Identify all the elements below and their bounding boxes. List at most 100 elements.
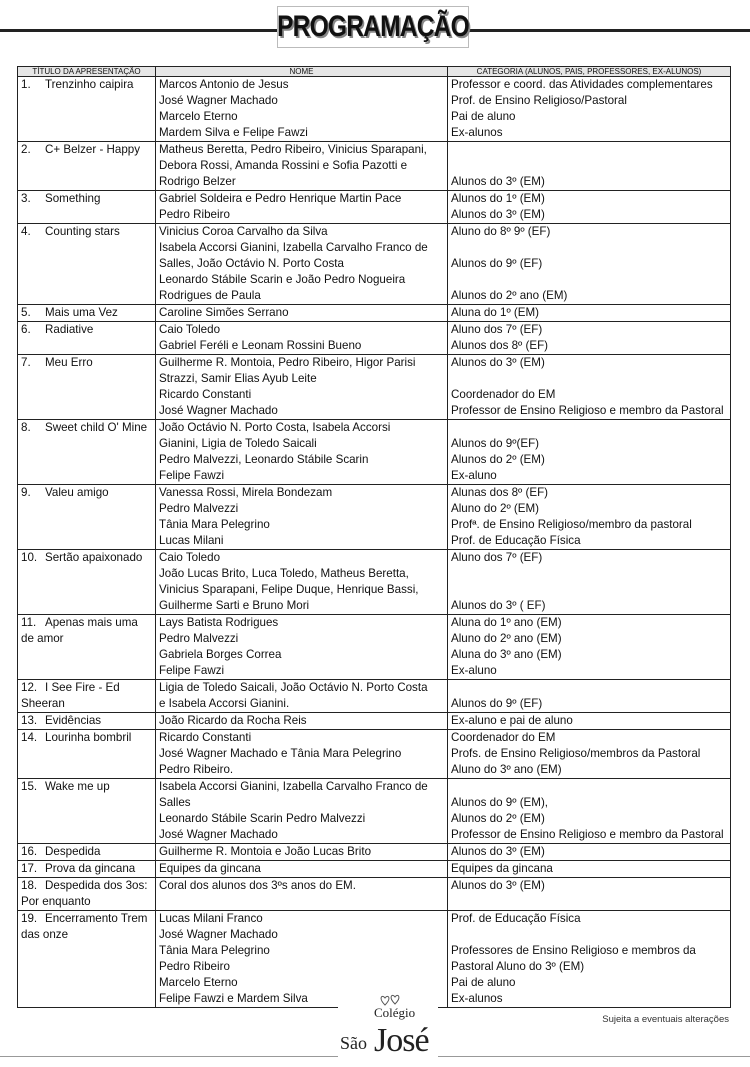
participant-category: Professor de Ensino Religioso e membro d… [451, 828, 724, 841]
participant-name: José Wagner Machado e Tânia Mara Pelegri… [159, 747, 402, 760]
participant-category: Alunos do 3º (EM) [451, 356, 545, 369]
participant-name: Gabriel Soldeira e Pedro Henrique Martin… [159, 192, 402, 205]
participant-name: Rodrigo Belzer [159, 175, 236, 188]
participant-name: Mardem Silva e Felipe Fawzi [159, 126, 308, 139]
names-cell: Guilherme R. Montoia e João Lucas Brito [155, 843, 448, 861]
presentation-title: 18. Despedida dos 3os: Por enquanto [21, 878, 152, 910]
participant-category [451, 779, 727, 795]
participant-name: Tânia Mara Pelegrino [159, 518, 270, 531]
participant-name: Vinicius Sparapani, Felipe Duque, Henriq… [159, 583, 419, 596]
participant-category: Profª. de Ensino Religioso/membro da pas… [451, 518, 692, 531]
table-row: 8. Sweet child O' Mine João Octávio N. Por… [17, 419, 731, 485]
participant-name: Lucas Milani [159, 534, 224, 547]
category-cell: Alunos do 9º (EF) [447, 679, 731, 713]
participant-category: Equipes da gincana [451, 862, 553, 875]
presentation-number: 5. [21, 306, 31, 319]
names-cell: Ricardo Constanti José Wagner Machado e T… [155, 729, 448, 779]
category-cell: Equipes da gincana [447, 860, 731, 878]
participant-name: Ligia de Toledo Saicali, João Octávio N.… [159, 681, 428, 694]
participant-category: Ex-aluno [451, 469, 497, 482]
names-cell: Isabela Accorsi Gianini, Izabella Carval… [155, 778, 448, 844]
presentation-title-cell: 6. Radiative [17, 321, 156, 355]
presentation-title: 11. Apenas mais uma de amor [21, 615, 152, 647]
participant-name: José Wagner Machado [159, 94, 278, 107]
participant-name: Pedro Ribeiro. [159, 763, 234, 776]
participant-name: Guilherme R. Montoia, Pedro Ribeiro, Hig… [159, 356, 416, 369]
presentation-title: 5. Mais uma Vez [21, 305, 152, 321]
participant-name: Felipe Fawzi [159, 664, 225, 677]
participant-category [451, 566, 727, 582]
participant-category [451, 420, 727, 436]
table-row: 13. Evidências João Ricardo da Rocha Reis E… [17, 712, 731, 730]
participant-name: Coral dos alunos dos 3ºs anos do EM. [159, 879, 356, 892]
header-rule-left [0, 29, 277, 32]
participant-category: Coordenador do EM [451, 388, 556, 401]
participant-name: Pedro Malvezzi [159, 632, 239, 645]
participant-name: João Ricardo da Rocha Reis [159, 714, 307, 727]
participant-category: Prof. de Ensino Religioso/Pastoral [451, 94, 627, 107]
participant-name: Salles, João Octávio N. Porto Costa [159, 257, 344, 270]
presentation-number: 4. [21, 225, 31, 238]
presentation-number: 15. [21, 780, 38, 793]
participant-category [451, 582, 727, 598]
presentation-number: 10. [21, 551, 38, 564]
page-title: PROGRAMAÇÃO [277, 10, 470, 43]
participant-category: Professor e coord. das Atividades comple… [451, 78, 713, 91]
presentation-title-text: Despedida dos 3os: Por enquanto [21, 879, 148, 908]
table-row: 18. Despedida dos 3os: Por enquanto Coral … [17, 877, 731, 911]
presentation-title-text: Valeu amigo [45, 486, 109, 499]
category-cell: Alunas dos 8º (EF) Aluno do 2º (EM) Profª.… [447, 484, 731, 550]
presentation-title-text: Mais uma Vez [45, 306, 118, 319]
participant-name: José Wagner Machado [159, 928, 278, 941]
participant-category: Alunos do 1º (EM) [451, 192, 545, 205]
participant-category: Professores de Ensino Religioso e membro… [451, 944, 696, 957]
table-row: 9. Valeu amigo Vanessa Rossi, Mirela Bonde… [17, 484, 731, 550]
presentation-title-cell: 2. C+ Belzer - Happy [17, 141, 156, 191]
participant-category: Alunos do 9º (EF) [451, 257, 543, 270]
presentation-title-text: Despedida [45, 845, 101, 858]
presentation-title-cell: 4. Counting stars [17, 223, 156, 305]
participant-category: Ex-alunos [451, 992, 503, 1005]
presentation-title: 3. Something [21, 191, 152, 207]
participant-category: Profs. de Ensino Religioso/membros da Pa… [451, 747, 701, 760]
participant-name: Caroline Simões Serrano [159, 306, 289, 319]
participant-category [451, 272, 727, 288]
names-cell: Vanessa Rossi, Mirela Bondezam Pedro Malv… [155, 484, 448, 550]
participant-name: Pedro Malvezzi [159, 502, 239, 515]
category-cell: Coordenador do EM Profs. de Ensino Religi… [447, 729, 731, 779]
participant-category: Alunos do 3º (EM) [451, 845, 545, 858]
participant-category: Professor de Ensino Religioso e membro d… [451, 404, 724, 417]
participant-name: João Octávio N. Porto Costa, Isabela Acc… [159, 421, 391, 434]
category-cell: Aluno dos 7º (EF) Alunos do 3º ( EF) [447, 549, 731, 615]
presentation-title: 10. Sertão apaixonado [21, 550, 152, 566]
participant-name [159, 894, 444, 910]
presentation-title: 7. Meu Erro [21, 355, 152, 371]
presentation-title-cell: 18. Despedida dos 3os: Por enquanto [17, 877, 156, 911]
participant-category [451, 927, 727, 943]
presentation-number: 18. [21, 879, 38, 892]
participant-name: Ricardo Constanti [159, 731, 252, 744]
presentation-number: 1. [21, 78, 31, 91]
participant-category [451, 894, 727, 910]
program-table: Título da apresentação Nome Categoria (a… [17, 66, 731, 1008]
presentation-number: 11. [21, 616, 37, 629]
participant-name: Marcos Antonio de Jesus [159, 78, 289, 91]
participant-category: Coordenador do EM [451, 731, 556, 744]
presentation-title-cell: 5. Mais uma Vez [17, 304, 156, 322]
participant-name: José Wagner Machado [159, 828, 278, 841]
participant-category: Alunos do 2º (EM) [451, 453, 545, 466]
logo-word-sao: São [340, 1033, 367, 1053]
participant-name: Marcelo Eterno [159, 976, 238, 989]
names-cell: Lays Batista Rodrigues Pedro Malvezzi Gabr… [155, 614, 448, 680]
participant-name: Pedro Ribeiro [159, 960, 230, 973]
names-cell: João Ricardo da Rocha Reis [155, 712, 448, 730]
presentation-title-cell: 1. Trenzinho caipira [17, 76, 156, 142]
table-row: 2. C+ Belzer - Happy Matheus Beretta, Pedr… [17, 141, 731, 191]
table-row: 16. Despedida Guilherme R. Montoia e João … [17, 843, 731, 861]
participant-category: Alunos do 9º (EF) [451, 697, 543, 710]
presentation-title-cell: 9. Valeu amigo [17, 484, 156, 550]
presentation-title-cell: 8. Sweet child O' Mine [17, 419, 156, 485]
presentation-title: 15. Wake me up [21, 779, 152, 795]
participant-category: Alunas dos 8º (EF) [451, 486, 549, 499]
category-cell: Alunos do 3º (EM) [447, 877, 731, 911]
